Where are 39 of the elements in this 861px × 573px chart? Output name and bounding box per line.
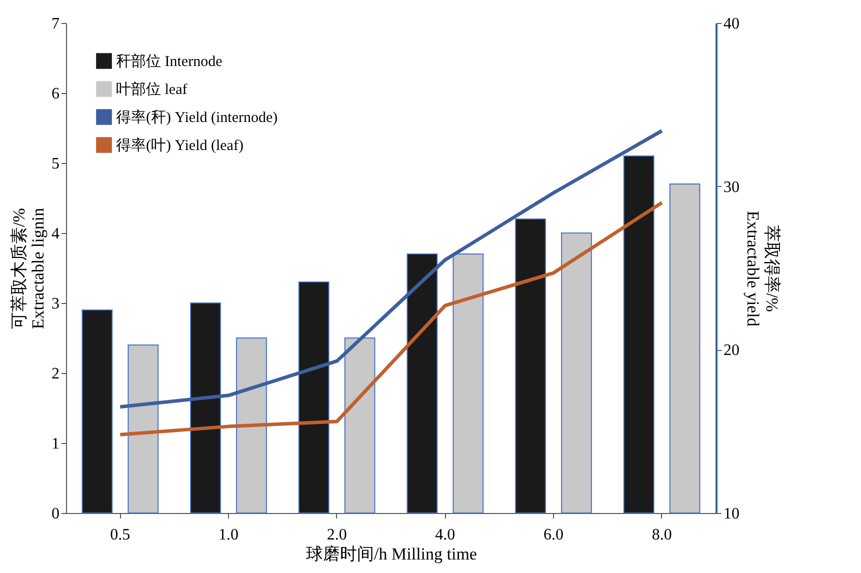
x-tick-label: 2.0 [326,526,347,544]
x-tick-label: 6.0 [544,526,564,544]
bar [561,232,592,514]
y-tick-label: 1 [52,436,60,452]
x-tick-label: 1.0 [218,526,238,544]
bar [623,156,654,514]
y-tick-label: 4 [52,226,60,242]
legend-label: 得率(秆) Yield (internode) [116,109,278,126]
bar [344,338,376,514]
x-tick-label: 8.0 [652,526,672,544]
bar [190,302,221,514]
y2-tick-label: 30 [724,178,740,196]
y2-tick-label: 20 [724,342,740,360]
y2-tick-label: 10 [724,506,740,522]
y-axis-title: 可萃取木质素/% Extractable lignin [10,207,48,330]
x-tick-label: 0.5 [110,526,130,544]
bar [515,218,546,514]
y-tick-label: 7 [52,16,60,32]
bar [406,254,438,514]
line-series [118,129,664,409]
bar [236,338,267,514]
bar [298,282,330,514]
bar [82,310,113,514]
bar [128,344,159,514]
bar [452,254,484,514]
y-tick-label: 0 [52,506,60,522]
legend-label: 秆部位 Internode [116,53,223,70]
legend-label: 叶部位 leaf [116,81,188,98]
line-series [118,200,664,436]
bar [669,184,700,514]
x-axis-title: 球磨时间/h Milling time [306,544,477,564]
y-tick-label: 5 [52,156,60,172]
y-tick-label: 2 [52,366,60,382]
legend-label: 得率(叶) Yield (leaf) [116,137,244,154]
y-tick-label: 6 [52,86,60,102]
x-tick-label: 4.0 [435,526,456,544]
y2-axis-title: 萃取得率/% Extractable yield [744,210,782,327]
y-tick-label: 3 [52,296,60,312]
y2-tick-label: 40 [724,16,740,32]
